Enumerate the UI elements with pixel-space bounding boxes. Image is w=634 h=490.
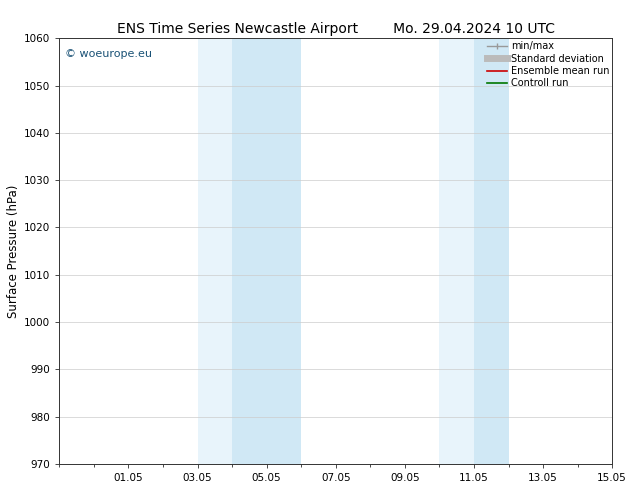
Title: ENS Time Series Newcastle Airport        Mo. 29.04.2024 10 UTC: ENS Time Series Newcastle Airport Mo. 29… <box>117 22 555 36</box>
Legend: min/max, Standard deviation, Ensemble mean run, Controll run: min/max, Standard deviation, Ensemble me… <box>488 41 609 88</box>
Bar <box>439 38 474 464</box>
Bar <box>198 38 232 464</box>
Y-axis label: Surface Pressure (hPa): Surface Pressure (hPa) <box>7 184 20 318</box>
Text: © woeurope.eu: © woeurope.eu <box>65 49 152 59</box>
Bar <box>474 38 508 464</box>
Bar <box>232 38 301 464</box>
